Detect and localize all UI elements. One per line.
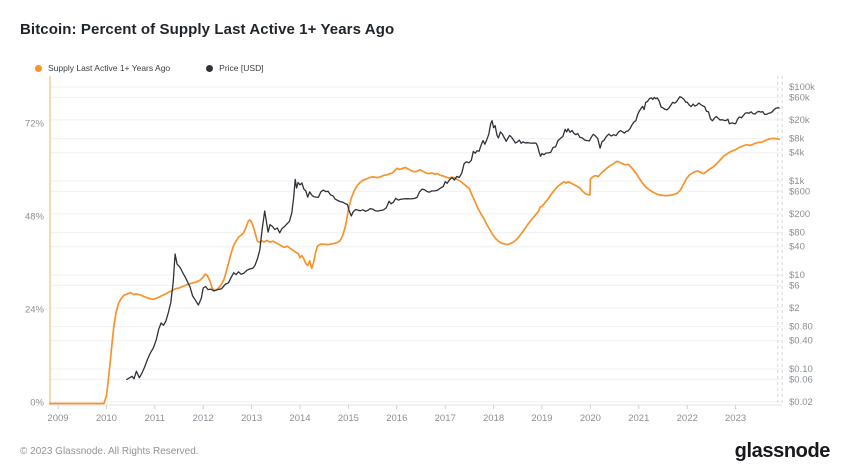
x-tick-label: 2011 <box>145 413 165 424</box>
x-tick-label: 2022 <box>677 413 698 424</box>
y-right-tick-label: $10 <box>789 270 805 281</box>
y-right-tick-label: $600 <box>789 186 810 197</box>
legend: Supply Last Active 1+ Years Ago Price [U… <box>35 63 264 73</box>
series-price-line <box>126 96 780 381</box>
y-right-tick-label: $60k <box>789 92 810 103</box>
x-tick-label: 2015 <box>338 413 359 424</box>
x-tick-label: 2023 <box>725 413 746 424</box>
y-right-tick-label: $6 <box>789 280 800 291</box>
footer: © 2023 Glassnode. All Rights Reserved. g… <box>20 440 830 463</box>
glassnode-logo[interactable]: glassnode <box>734 440 831 462</box>
y-left-tick-label: 48% <box>25 212 45 223</box>
x-tick-label: 2021 <box>628 413 649 424</box>
legend-label-supply: Supply Last Active 1+ Years Ago <box>48 63 171 73</box>
legend-item-supply[interactable]: Supply Last Active 1+ Years Ago <box>35 63 170 73</box>
legend-item-price[interactable]: Price [USD] <box>206 63 264 73</box>
copyright-text: © 2023 Glassnode. All Rights Reserved. <box>20 446 199 457</box>
y-right-tick-label: $4k <box>789 148 805 159</box>
series-supply-line <box>48 137 781 405</box>
legend-dot-price-icon <box>206 64 214 72</box>
x-tick-label: 2018 <box>483 413 504 424</box>
y-right-tick-label: $0.06 <box>789 374 813 385</box>
y-right-tick-label: $0.02 <box>789 397 813 408</box>
y-left-tick-label: 72% <box>25 119 45 130</box>
x-tick-label: 2014 <box>289 413 310 424</box>
y-right-tick-label: $20k <box>789 115 810 126</box>
chart-title: Bitcoin: Percent of Supply Last Active 1… <box>20 21 395 38</box>
x-tick-label: 2016 <box>386 413 407 424</box>
y-right-tick-label: $80 <box>789 228 805 239</box>
x-tick-label: 2017 <box>435 413 456 424</box>
y-right-tick-label: $40 <box>789 242 805 253</box>
x-tick-label: 2012 <box>193 413 214 424</box>
x-tick-label: 2009 <box>47 413 68 424</box>
x-tick-label: 2013 <box>241 413 262 424</box>
y-left-tick-label: 24% <box>25 305 45 316</box>
y-right-tick-label: $1k <box>789 176 805 187</box>
x-tick-label: 2019 <box>531 413 552 424</box>
y-right-tick-label: $8k <box>789 134 805 145</box>
legend-label-price: Price [USD] <box>219 63 264 73</box>
legend-dot-supply-icon <box>35 64 42 72</box>
y-right-tick-label: $0.40 <box>789 336 813 347</box>
x-tick-label: 2020 <box>580 413 601 424</box>
y-right-tick-label: $0.10 <box>789 364 813 375</box>
x-tick-label: 2010 <box>96 413 117 424</box>
y-right-tick-label: $200 <box>789 209 810 220</box>
y-left-tick-label: 0% <box>30 398 44 409</box>
y-right-tick-label: $100k <box>789 82 815 93</box>
y-right-tick-label: $2 <box>789 303 800 314</box>
y-right-tick-label: $0.80 <box>789 322 813 333</box>
